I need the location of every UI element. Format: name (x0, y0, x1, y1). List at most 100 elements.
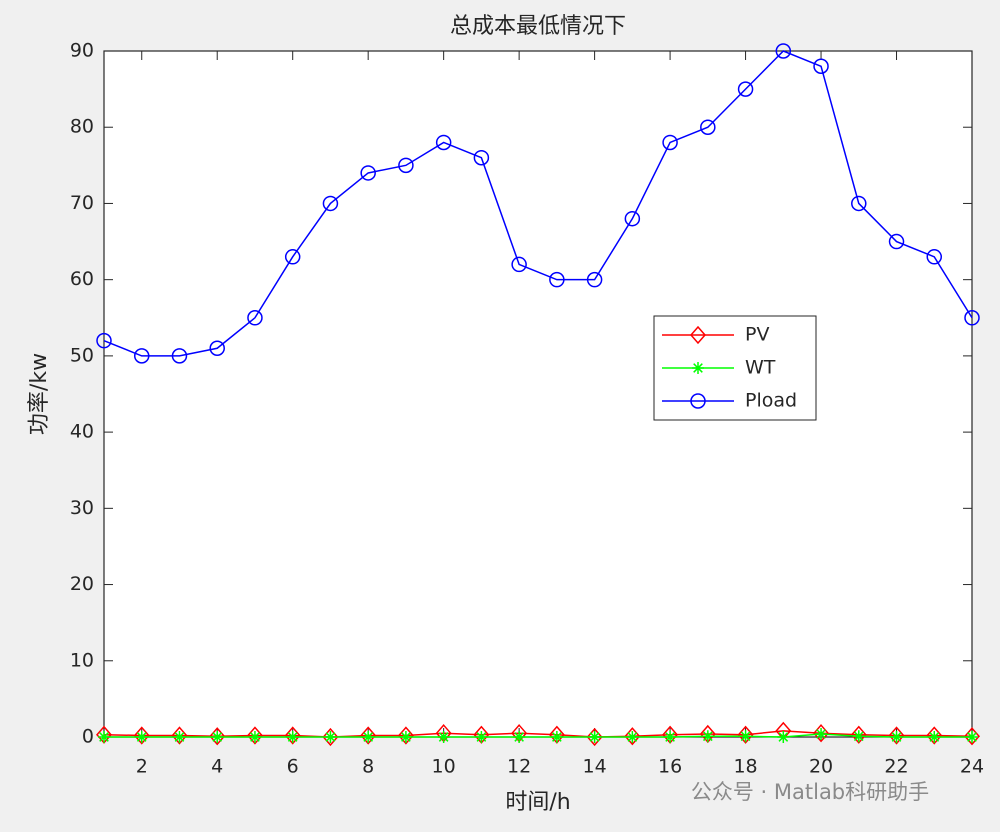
marker (586, 271, 603, 288)
marker (133, 348, 150, 364)
marker (588, 731, 601, 743)
watermark: 公众号 · Matlab科研助手 (691, 780, 929, 804)
marker (624, 210, 641, 227)
marker (324, 731, 337, 743)
marker (775, 43, 792, 59)
marker (511, 256, 527, 273)
y-tick-label: 70 (70, 192, 94, 214)
legend-marker (692, 362, 704, 374)
marker (851, 195, 867, 212)
y-tick-label: 60 (70, 268, 94, 290)
marker (777, 731, 790, 743)
marker (550, 731, 563, 743)
marker (246, 726, 263, 745)
marker (926, 726, 943, 745)
legend-label: Pload (745, 390, 797, 412)
marker (248, 731, 261, 743)
marker (322, 727, 339, 747)
marker (133, 726, 150, 745)
marker (397, 726, 414, 745)
series-line (103, 50, 973, 357)
plot-area (103, 50, 973, 738)
legend-label: WT (745, 357, 776, 379)
marker (475, 731, 488, 743)
marker (171, 726, 188, 745)
marker (737, 725, 754, 744)
marker (513, 731, 526, 743)
marker (286, 731, 299, 743)
y-tick-label: 90 (70, 40, 94, 62)
marker (135, 731, 148, 743)
marker (586, 727, 603, 747)
marker (739, 730, 752, 743)
marker (173, 731, 186, 743)
marker (284, 726, 301, 745)
y-tick-label: 20 (70, 573, 94, 595)
marker (813, 724, 830, 743)
marker (664, 731, 677, 743)
y-tick-label: 0 (82, 726, 94, 748)
marker (813, 58, 829, 74)
marker (209, 340, 225, 357)
marker (926, 249, 943, 265)
marker (888, 726, 905, 745)
legend: PV WT Pload (653, 315, 817, 421)
chart-title: 总成本最低情况下 (450, 14, 626, 39)
marker (700, 119, 716, 135)
marker (964, 310, 980, 326)
legend-marker (690, 325, 706, 345)
marker (662, 134, 678, 151)
marker (737, 81, 754, 97)
x-tick-label: 16 (658, 756, 682, 778)
x-axis-label: 时间/h (505, 790, 570, 815)
y-tick-label: 80 (70, 116, 94, 138)
marker (888, 233, 905, 250)
marker (473, 149, 490, 166)
marker (964, 727, 980, 746)
series-line (104, 733, 972, 738)
marker (966, 731, 978, 743)
x-tick-label: 8 (362, 756, 374, 778)
x-tick-label: 22 (884, 756, 908, 778)
marker (398, 157, 414, 174)
x-tick-label: 18 (733, 756, 757, 778)
marker (96, 332, 112, 349)
legend-label: PV (745, 324, 769, 346)
marker (399, 731, 412, 743)
marker (322, 195, 339, 212)
marker (626, 731, 639, 743)
marker (98, 731, 110, 743)
marker (284, 249, 301, 265)
marker (815, 727, 828, 740)
x-tick-label: 2 (136, 756, 148, 778)
x-tick-label: 14 (583, 756, 607, 778)
legend-marker (690, 393, 706, 409)
x-tick-label: 4 (211, 756, 223, 778)
marker (437, 731, 450, 743)
marker (549, 271, 565, 288)
marker (435, 134, 452, 151)
marker (360, 165, 376, 181)
y-tick-label: 50 (70, 344, 94, 366)
marker (852, 730, 865, 743)
y-axis-label: 功率/kw (27, 353, 52, 435)
marker (360, 726, 377, 745)
y-tick-label: 30 (70, 497, 94, 519)
marker (701, 730, 714, 743)
marker (362, 731, 375, 743)
marker (890, 731, 903, 743)
marker (928, 731, 941, 743)
x-tick-label: 24 (960, 756, 984, 778)
marker (850, 725, 867, 744)
marker (247, 310, 263, 326)
x-tick-label: 10 (432, 756, 456, 778)
x-tick-label: 6 (287, 756, 299, 778)
x-tick-label: 20 (809, 756, 833, 778)
y-tick-label: 40 (70, 421, 94, 443)
x-tick-label: 12 (507, 756, 531, 778)
marker (211, 731, 224, 743)
marker (624, 727, 641, 746)
marker (171, 348, 188, 364)
marker (209, 727, 226, 746)
